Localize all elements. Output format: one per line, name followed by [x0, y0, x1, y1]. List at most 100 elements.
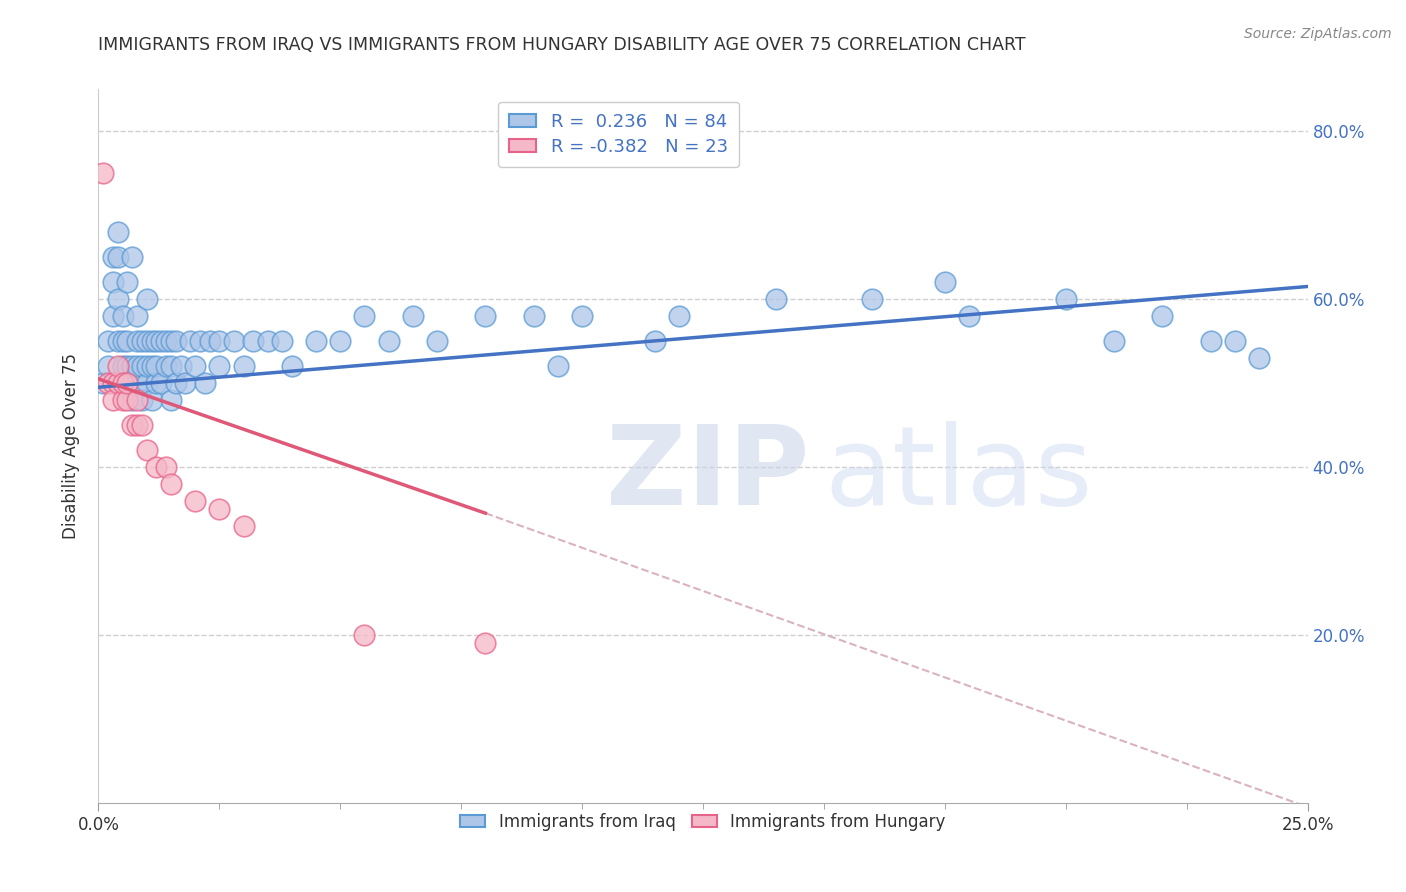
Point [353, 309, 375, 323]
Point [155, 334, 177, 348]
Point [198, 334, 221, 348]
Point [107, 292, 129, 306]
Point [1249, 351, 1271, 365]
Point [474, 309, 496, 323]
Point [179, 334, 201, 348]
Point [184, 359, 207, 374]
Point [121, 359, 143, 374]
Text: atlas: atlas [824, 421, 1092, 528]
Point [305, 334, 328, 348]
Point [242, 334, 264, 348]
Point [188, 334, 211, 348]
Point [117, 359, 139, 374]
Point [934, 275, 956, 289]
Point [208, 359, 231, 374]
Point [101, 309, 124, 323]
Point [271, 334, 294, 348]
Point [232, 359, 254, 374]
Point [111, 309, 134, 323]
Point [141, 392, 163, 407]
Text: ZIP: ZIP [606, 421, 810, 528]
Point [107, 376, 129, 390]
Point [127, 334, 149, 348]
Point [117, 376, 139, 390]
Point [97, 359, 120, 374]
Point [117, 376, 139, 390]
Point [957, 309, 980, 323]
Point [107, 225, 129, 239]
Point [135, 359, 157, 374]
Point [208, 334, 231, 348]
Point [111, 392, 134, 407]
Point [160, 392, 183, 407]
Point [145, 460, 167, 475]
Point [131, 417, 153, 432]
Point [111, 376, 134, 390]
Point [141, 334, 163, 348]
Point [329, 334, 352, 348]
Point [150, 376, 173, 390]
Point [281, 359, 304, 374]
Point [131, 392, 153, 407]
Point [256, 334, 278, 348]
Point [1223, 334, 1246, 348]
Point [765, 292, 787, 306]
Point [232, 518, 254, 533]
Point [127, 417, 149, 432]
Point [121, 417, 143, 432]
Point [1152, 309, 1174, 323]
Point [135, 443, 157, 458]
Point [141, 359, 163, 374]
Point [668, 309, 690, 323]
Text: IMMIGRANTS FROM IRAQ VS IMMIGRANTS FROM HUNGARY DISABILITY AGE OVER 75 CORRELATI: IMMIGRANTS FROM IRAQ VS IMMIGRANTS FROM … [98, 36, 1026, 54]
Point [402, 309, 425, 323]
Point [145, 359, 167, 374]
Point [155, 460, 177, 475]
Point [91, 376, 114, 390]
Point [208, 502, 231, 516]
Point [117, 334, 139, 348]
Point [160, 359, 183, 374]
Point [353, 628, 375, 642]
Point [127, 309, 149, 323]
Text: Source: ZipAtlas.com: Source: ZipAtlas.com [1244, 27, 1392, 41]
Point [160, 334, 183, 348]
Point [91, 166, 114, 180]
Point [150, 334, 173, 348]
Point [135, 376, 157, 390]
Point [547, 359, 569, 374]
Point [377, 334, 399, 348]
Point [1054, 292, 1077, 306]
Point [111, 334, 134, 348]
Point [135, 292, 157, 306]
Point [474, 636, 496, 650]
Point [1199, 334, 1222, 348]
Point [174, 376, 197, 390]
Point [155, 359, 177, 374]
Point [101, 275, 124, 289]
Point [107, 250, 129, 264]
Point [222, 334, 245, 348]
Point [145, 376, 167, 390]
Point [165, 376, 187, 390]
Point [169, 359, 191, 374]
Point [127, 376, 149, 390]
Point [107, 334, 129, 348]
Point [1102, 334, 1125, 348]
Point [426, 334, 449, 348]
Point [860, 292, 883, 306]
Point [127, 392, 149, 407]
Point [101, 250, 124, 264]
Y-axis label: Disability Age Over 75: Disability Age Over 75 [62, 353, 80, 539]
Point [117, 275, 139, 289]
Point [117, 392, 139, 407]
Point [184, 493, 207, 508]
Point [160, 476, 183, 491]
Point [644, 334, 666, 348]
Point [165, 334, 187, 348]
Point [127, 359, 149, 374]
Point [131, 334, 153, 348]
Legend: Immigrants from Iraq, Immigrants from Hungary: Immigrants from Iraq, Immigrants from Hu… [454, 806, 952, 838]
Point [523, 309, 546, 323]
Point [121, 250, 143, 264]
